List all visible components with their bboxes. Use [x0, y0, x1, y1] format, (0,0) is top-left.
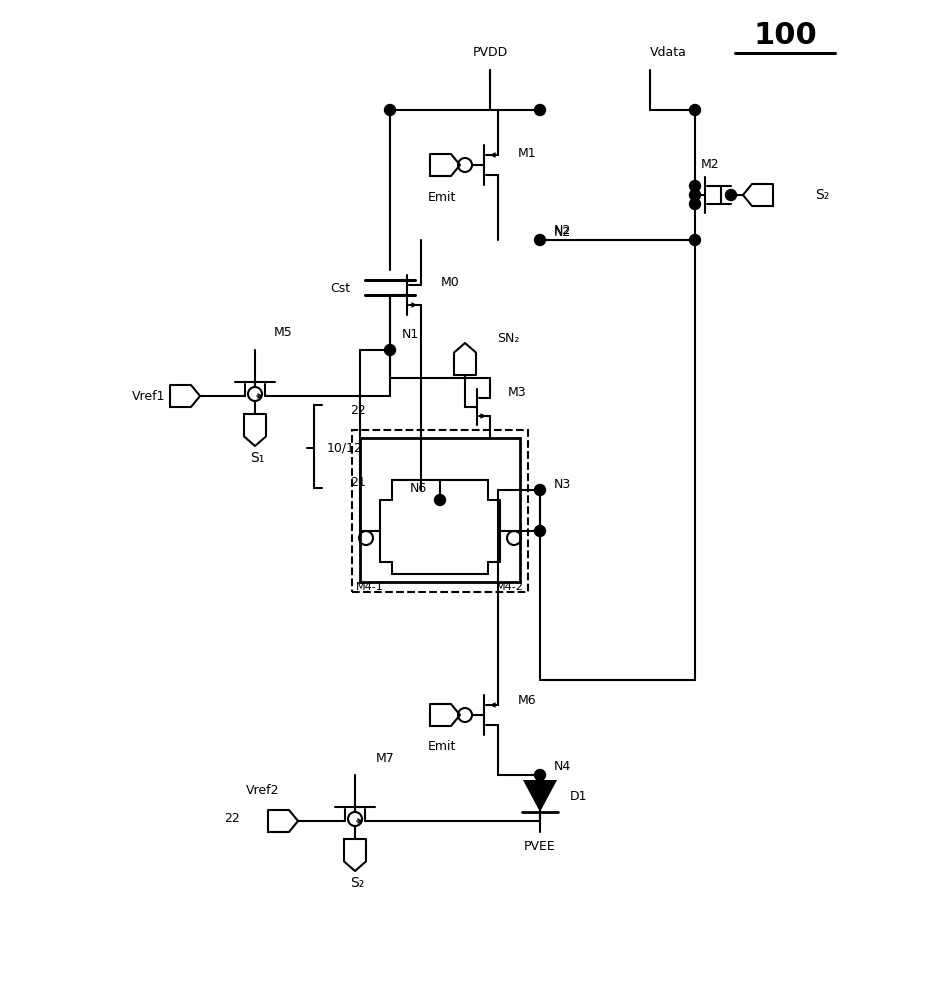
Text: M0: M0: [441, 276, 460, 290]
Text: S₂: S₂: [815, 188, 830, 202]
Text: M1: M1: [518, 147, 537, 160]
Circle shape: [690, 198, 701, 209]
Circle shape: [535, 485, 545, 496]
Text: Vref1: Vref1: [132, 389, 165, 402]
Text: N3: N3: [553, 479, 571, 491]
Text: N4: N4: [553, 760, 571, 774]
Circle shape: [690, 180, 701, 192]
Circle shape: [385, 344, 396, 356]
Text: S₂: S₂: [349, 876, 364, 890]
Circle shape: [690, 189, 701, 200]
Text: Vdata: Vdata: [650, 45, 686, 58]
Circle shape: [690, 104, 701, 115]
Text: N2: N2: [553, 224, 571, 237]
Text: PVDD: PVDD: [473, 45, 508, 58]
Text: M4-1: M4-1: [356, 582, 384, 592]
Text: D1: D1: [570, 790, 588, 802]
Text: M6: M6: [518, 694, 537, 706]
Text: M7: M7: [375, 752, 394, 764]
Text: S₁: S₁: [249, 451, 264, 465]
Circle shape: [690, 234, 701, 245]
Text: 22: 22: [224, 812, 240, 826]
Text: M4-2: M4-2: [496, 582, 524, 592]
Circle shape: [385, 104, 396, 115]
Text: N6: N6: [410, 482, 426, 494]
Text: M2: M2: [701, 158, 719, 171]
Text: Emit: Emit: [428, 740, 456, 754]
Text: 100: 100: [753, 20, 817, 49]
Circle shape: [535, 770, 545, 780]
Text: N2: N2: [553, 226, 571, 238]
Circle shape: [535, 234, 545, 245]
Text: Vref2: Vref2: [247, 784, 280, 798]
Circle shape: [535, 526, 545, 536]
Circle shape: [726, 189, 736, 200]
Text: 21: 21: [350, 477, 366, 489]
Text: 22: 22: [350, 403, 366, 416]
Polygon shape: [523, 780, 557, 812]
Text: Emit: Emit: [428, 191, 456, 204]
Text: Cst: Cst: [330, 282, 350, 294]
Circle shape: [535, 104, 545, 115]
Text: M3: M3: [508, 385, 527, 398]
Text: 10/12: 10/12: [327, 442, 362, 454]
Circle shape: [435, 494, 446, 506]
Text: SN₂: SN₂: [497, 332, 519, 344]
Text: M5: M5: [273, 326, 292, 340]
Text: PVEE: PVEE: [524, 840, 556, 853]
Text: N1: N1: [401, 328, 419, 342]
